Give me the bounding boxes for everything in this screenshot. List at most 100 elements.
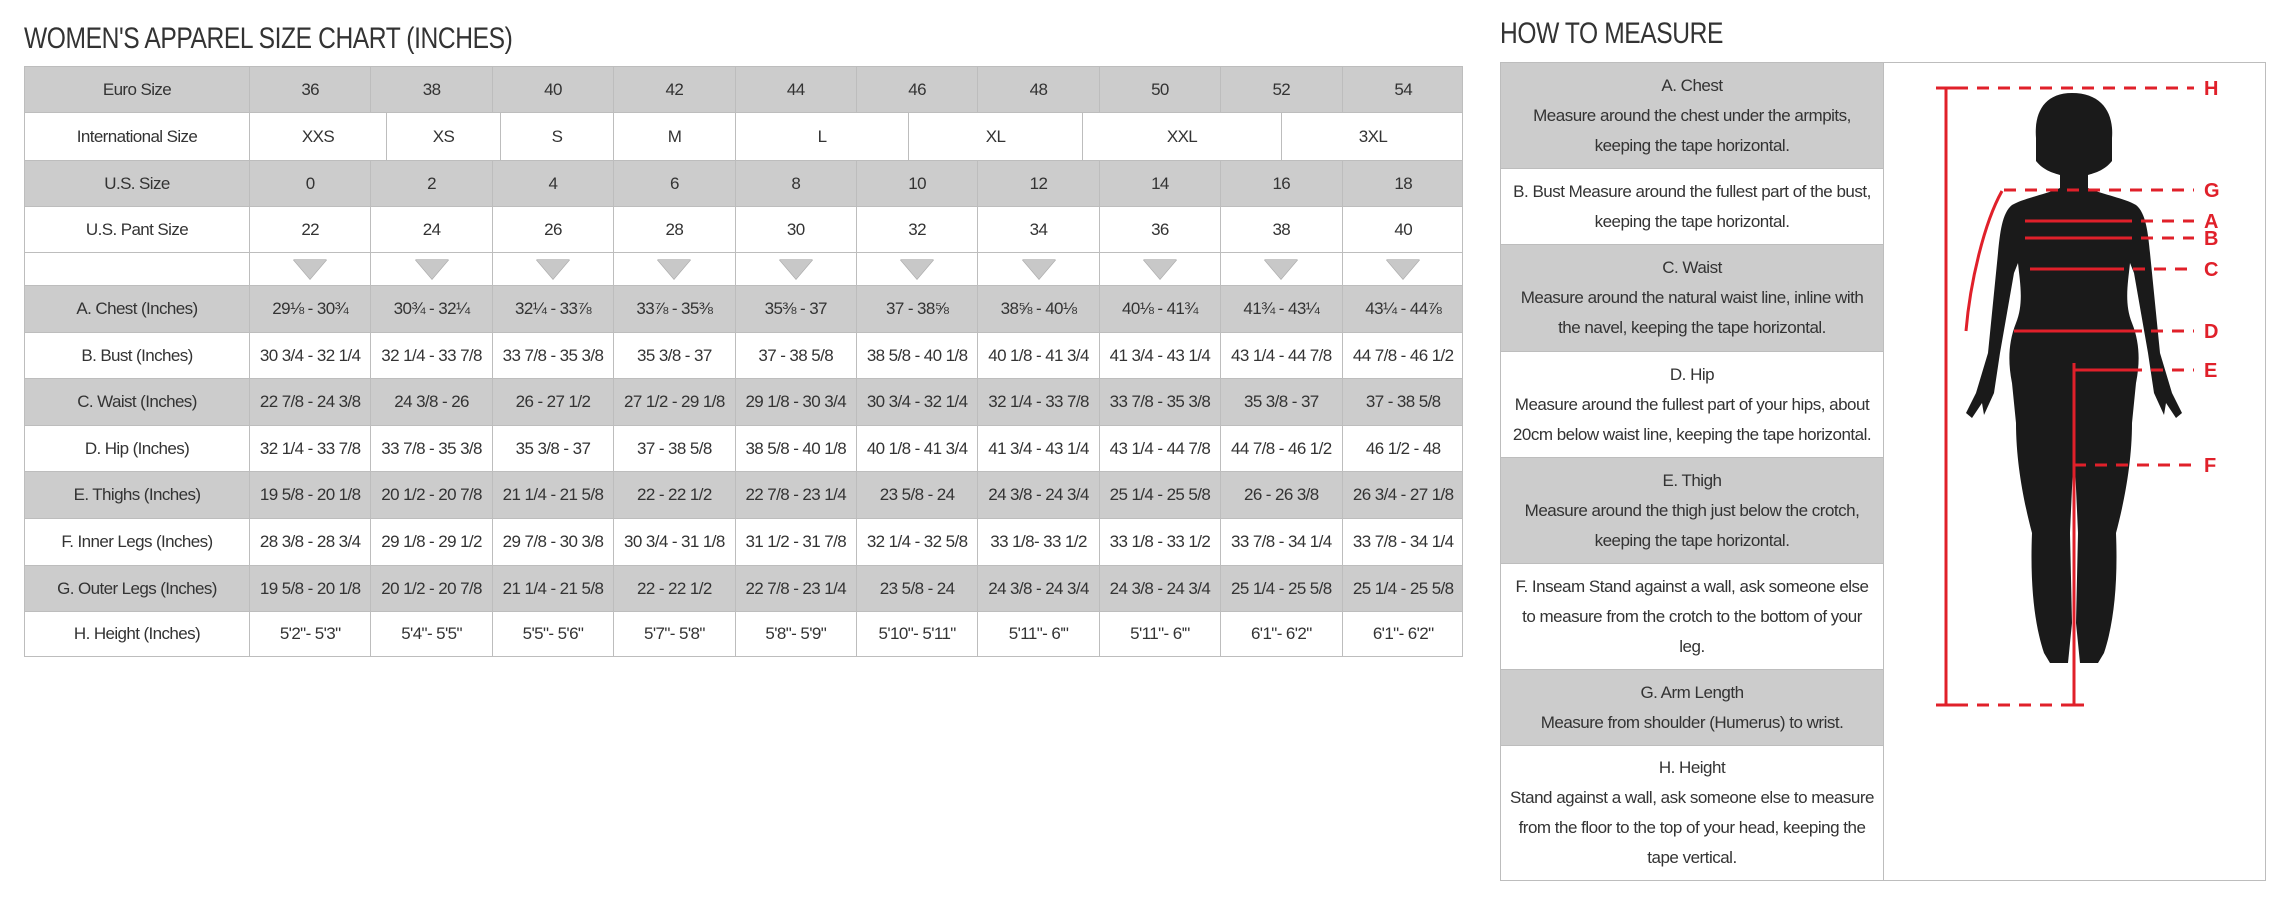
measure-item: H. Height Stand against a wall, ask someo… [1501,746,1883,880]
table-cell: 26 - 27 1/2 [493,379,615,425]
table-cell: 37 - 38 5/8 [736,333,857,378]
measure-label-h: H [2204,78,2218,100]
table-cell: 43¼ - 44⅞ [1365,299,1442,318]
table-cell: 6 [614,161,736,206]
international-size-cell: XXL [1083,113,1282,160]
table-cell: 26 - 26 3/8 [1221,472,1343,518]
measure-item: G. Arm Length Measure from shoulder (Hume… [1501,670,1883,746]
arm-length-line [1964,190,2004,332]
table-cell: 30 3/4 - 32 1/4 [857,379,979,425]
row-header: International Size [25,113,250,160]
table-cell: 37 - 38 5/8 [1365,392,1441,411]
measure-item: C. Waist Measure around the natural waist… [1501,245,1883,352]
table-cell: 21 1/4 - 21 5/8 [493,566,615,611]
row-header: D. Hip (Inches) [25,426,250,471]
international-size-cell: S [501,113,614,160]
table-row: International Size XXS XS S M L XL XXL 3XL [25,113,1462,161]
table-cell: 24 [371,207,493,252]
table-cell: 20 1/2 - 20 7/8 [371,566,493,611]
table-cell: 33 1/8- 33 1/2 [978,519,1100,565]
table-cell: 23 5/8 - 24 [857,566,979,611]
measure-label-d: D [2204,321,2218,343]
measure-item: E. Thigh Measure around the thigh just be… [1501,458,1883,564]
table-cell: 29 1/8 - 30 3/4 [736,379,857,425]
measure-item-text: F. Inseam Stand against a wall, ask some… [1515,576,1869,656]
table-cell: 6'1"- 6'2" [1221,612,1343,656]
table-cell: 25 1/4 - 25 5/8 [1100,472,1222,518]
table-cell: 34 [978,207,1100,252]
table-cell: 32 1/4 - 33 7/8 [371,333,493,378]
table-cell: 28 [614,207,736,252]
table-cell: 5'11"- 6'" [1100,612,1222,656]
table-cell: 10 [857,161,979,206]
row-header: G. Outer Legs (Inches) [25,566,250,611]
table-cell: 5'2"- 5'3" [250,612,372,656]
table-cell: 25 1/4 - 25 5/8 [1352,578,1454,598]
measure-item: D. Hip Measure around the fullest part of… [1501,352,1883,458]
measure-item-text: Measure around the chest under the armpi… [1533,105,1851,155]
table-cell: 2 [371,161,493,206]
international-size-cell: 3XL [1358,126,1388,146]
down-triangle-icon [1142,259,1177,279]
table-cell: 33 7/8 - 34 1/4 [1352,532,1454,551]
table-cell: 38 5/8 - 40 1/8 [736,426,857,471]
table-cell: 5'11"- 6'" [978,612,1100,656]
arrow-cell [857,253,979,285]
table-cell: 27 1/2 - 29 1/8 [614,379,736,425]
table-cell: 29 7/8 - 30 3/8 [493,519,615,565]
table-cell: 33 1/8 - 33 1/2 [1100,519,1222,565]
table-row: G. Outer Legs (Inches) 19 5/8 - 20 1/8 20 … [25,566,1462,612]
table-cell: 6'1"- 6'2" [1372,624,1434,643]
table-row: F. Inner Legs (Inches) 28 3/8 - 28 3/4 29 … [25,519,1462,566]
measure-item-title: G. Arm Length [1640,682,1744,702]
table-cell: 43 1/4 - 44 7/8 [1221,333,1343,378]
table-cell: 35⅜ - 37 [736,286,857,332]
table-cell: 54 [1394,79,1413,99]
page-title: WOMEN'S APPAREL SIZE CHART (INCHES) [24,22,513,55]
down-triangle-icon [293,259,328,279]
table-cell: 22 [250,207,372,252]
arrow-cell [1221,253,1343,285]
table-cell: 25 1/4 - 25 5/8 [1221,566,1343,611]
table-cell: 24 3/8 - 24 3/4 [978,472,1100,518]
measure-label-g: G [2204,180,2220,202]
table-cell: 33 7/8 - 34 1/4 [1221,519,1343,565]
how-to-measure-table: A. Chest Measure around the chest under t… [1500,62,2266,881]
table-cell: 44 7/8 - 46 1/2 [1352,345,1454,365]
row-header [25,253,250,285]
table-cell: 22 - 22 1/2 [614,566,736,611]
table-row: C. Waist (Inches) 22 7/8 - 24 3/8 24 3/8 -… [25,379,1462,426]
down-triangle-icon [1021,259,1056,279]
down-triangle-icon [1386,259,1421,279]
table-row: E. Thighs (Inches) 19 5/8 - 20 1/8 20 1/2 … [25,472,1462,519]
table-cell: 24 3/8 - 24 3/4 [1100,566,1222,611]
table-cell: 42 [614,67,736,112]
table-cell: 48 [978,67,1100,112]
table-cell: 32 [857,207,979,252]
arrow-cell [371,253,493,285]
table-cell: 30 3/4 - 32 1/4 [250,333,372,378]
table-cell: 36 [250,67,372,112]
measure-item: A. Chest Measure around the chest under t… [1501,63,1883,169]
row-header: B. Bust (Inches) [25,333,250,378]
measurement-lines [1936,86,2194,707]
table-cell: 32¼ - 33⅞ [493,286,615,332]
measure-label-c: C [2204,259,2218,281]
table-cell: 31 1/2 - 31 7/8 [736,519,857,565]
table-cell: 18 [1394,173,1413,193]
row-header: H. Height (Inches) [25,612,250,656]
table-cell: 0 [250,161,372,206]
table-cell: 24 3/8 - 24 3/4 [978,566,1100,611]
measure-item: F. Inseam Stand against a wall, ask some… [1501,564,1883,670]
table-cell: 43 1/4 - 44 7/8 [1100,426,1222,471]
table-cell: 20 1/2 - 20 7/8 [371,472,493,518]
measure-item-text: B. Bust Measure around the fullest part … [1513,181,1871,231]
table-row [25,253,1462,286]
measure-label-b: B [2204,228,2218,250]
row-header: Euro Size [25,67,250,112]
how-to-measure-title: HOW TO MEASURE [1500,17,1723,50]
table-cell: 46 [857,67,979,112]
international-size-cell: M [614,113,736,160]
table-cell: 22 - 22 1/2 [614,472,736,518]
